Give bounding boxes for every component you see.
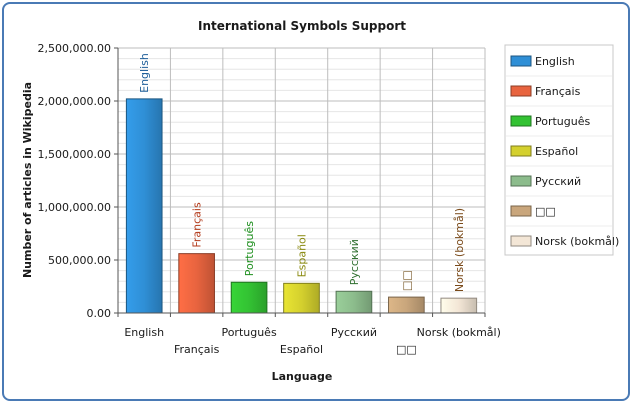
data-label: Português <box>243 221 256 277</box>
data-label: Français <box>191 202 204 248</box>
legend-item: English <box>535 55 575 68</box>
y-tick-label: 1,000,000.00 <box>38 201 111 214</box>
y-tick-label: 500,000.00 <box>48 254 111 267</box>
bar <box>230 281 268 314</box>
legend-item: Español <box>535 145 578 158</box>
data-label: Русский <box>348 239 361 285</box>
plot-area: 0.00 500,000.00 1,000,000.00 1,500,000.00 2,… <box>38 42 501 356</box>
x-tick-label: Русский <box>331 326 377 339</box>
legend-item: □□ <box>535 205 556 218</box>
bar <box>388 296 425 314</box>
x-tick-label: Norsk (bokmål) <box>417 326 501 339</box>
legend: English Français Português Español Русский □□… <box>504 44 619 256</box>
x-tick-label: Português <box>221 326 277 339</box>
bar <box>283 282 320 314</box>
data-label: Español <box>296 234 309 277</box>
legend-item: Português <box>535 115 591 128</box>
data-label: English <box>138 53 151 93</box>
x-tick-label: Español <box>280 343 323 356</box>
x-tick-label: Français <box>174 343 220 356</box>
bar <box>125 98 163 314</box>
x-tick-label: English <box>124 326 164 339</box>
x-axis-title: Language <box>272 370 333 383</box>
legend-swatch <box>510 55 532 67</box>
legend-item: Norsk (bokmål) <box>535 235 619 248</box>
chart-title: International Symbols Support <box>198 19 406 33</box>
legend-swatch <box>510 115 532 127</box>
data-label: Norsk (bokmål) <box>453 208 466 292</box>
legend-swatch <box>510 205 532 217</box>
y-tick-label: 2,000,000.00 <box>38 95 111 108</box>
legend-swatch <box>510 85 532 97</box>
y-tick-label: 1,500,000.00 <box>38 148 111 161</box>
x-tick-label: □□ <box>396 343 417 356</box>
legend-item: Русский <box>535 175 581 188</box>
y-tick-label: 0.00 <box>87 307 112 320</box>
legend-item: Français <box>535 85 581 98</box>
bar <box>440 297 478 314</box>
legend-swatch <box>510 145 532 157</box>
bar <box>178 253 215 314</box>
y-axis-title: Number of articles in Wikipedia <box>21 82 34 278</box>
legend-swatch <box>510 235 532 247</box>
bar <box>335 290 373 314</box>
y-tick-label: 2,500,000.00 <box>38 42 111 55</box>
data-label: □□ <box>400 270 413 291</box>
legend-swatch <box>510 175 532 187</box>
